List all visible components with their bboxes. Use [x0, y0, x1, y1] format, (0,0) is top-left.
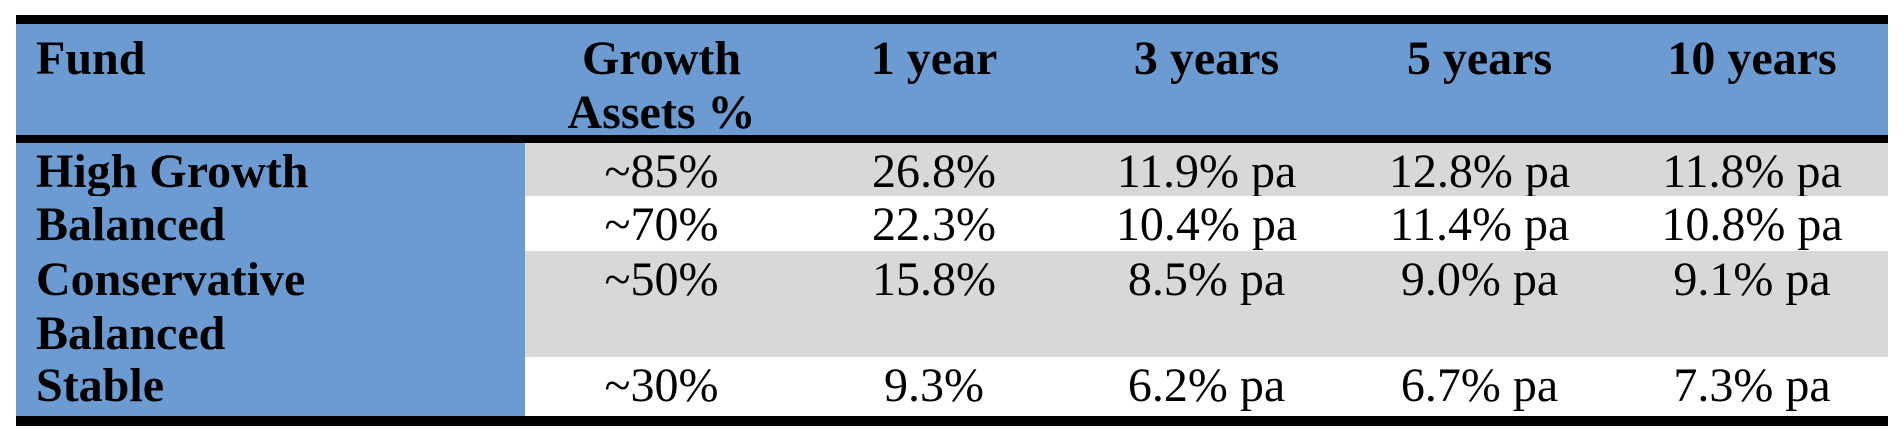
header-cell-3-years: 3 years [1133, 32, 1280, 85]
fund-name-cell: Stable [16, 357, 525, 416]
value-cell-10-years: 11.8% pa [1616, 143, 1888, 196]
value-cell-10-years: 9.1% pa [1616, 251, 1888, 357]
value-cell-3-years: 11.9% pa [1070, 143, 1343, 196]
value-cell-5-years: 6.7% pa [1343, 357, 1616, 416]
header-cell-10-years: 10 years [1667, 32, 1837, 85]
value-cell-10-years: 10.8% pa [1616, 196, 1888, 251]
table-row-high-growth: High Growth ~85% 26.8% 11.9% pa 12.8% pa… [16, 143, 1888, 196]
value-cell-3-years: 8.5% pa [1070, 251, 1343, 357]
header-cell-1-year: 1 year [870, 32, 998, 85]
value-cell-5-years: 12.8% pa [1343, 143, 1616, 196]
table-row-balanced: Balanced ~70% 22.3% 10.4% pa 11.4% pa 10… [16, 196, 1888, 251]
header-cell-5-years: 5 years [1406, 32, 1553, 85]
table-row-stable: Stable ~30% 9.3% 6.2% pa 6.7% pa 7.3% pa [16, 357, 1888, 416]
header-cell-fund: Fund [36, 32, 146, 85]
value-cell-growth-assets: ~85% [525, 143, 798, 196]
value-cell-1-year: 9.3% [798, 357, 1070, 416]
value-cell-1-year: 22.3% [798, 196, 1070, 251]
fund-name-cell: High Growth [16, 143, 525, 196]
header-cell-growth-assets: Growth Assets % [567, 32, 756, 135]
value-cell-5-years: 9.0% pa [1343, 251, 1616, 357]
value-cell-5-years: 11.4% pa [1343, 196, 1616, 251]
value-cell-1-year: 26.8% [798, 143, 1070, 196]
value-cell-3-years: 10.4% pa [1070, 196, 1343, 251]
fund-name-cell: Balanced [16, 196, 525, 251]
value-cell-growth-assets: ~30% [525, 357, 798, 416]
value-cell-10-years: 7.3% pa [1616, 357, 1888, 416]
table-header-row: Fund Growth Assets % 1 year 3 years 5 ye… [16, 24, 1888, 135]
value-cell-1-year: 15.8% [798, 251, 1070, 357]
header-separator-rule [16, 135, 1888, 143]
value-cell-growth-assets: ~70% [525, 196, 798, 251]
fund-name-cell: Conservative Balanced [16, 251, 525, 357]
value-cell-growth-assets: ~50% [525, 251, 798, 357]
table-row-conservative-balanced: Conservative Balanced ~50% 15.8% 8.5% pa… [16, 251, 1888, 357]
fund-performance-table: Fund Growth Assets % 1 year 3 years 5 ye… [16, 15, 1888, 426]
value-cell-3-years: 6.2% pa [1070, 357, 1343, 416]
